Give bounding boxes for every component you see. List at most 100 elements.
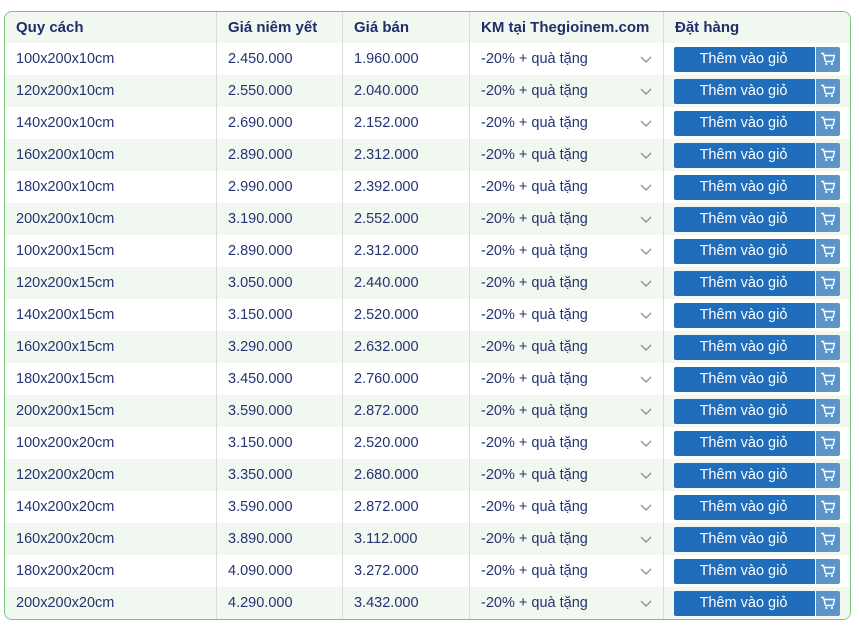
add-to-cart-label: Thêm vào giỏ [674,302,815,328]
order-cell: Thêm vào giỏ [664,203,850,235]
promo-dropdown[interactable]: -20% + quà tặng [481,299,663,331]
promo-dropdown[interactable]: -20% + quà tặng [481,491,663,523]
promo-cell: -20% + quà tặng [470,171,664,203]
chevron-down-icon [639,532,653,546]
add-to-cart-button[interactable]: Thêm vào giỏ [674,494,840,520]
add-to-cart-button[interactable]: Thêm vào giỏ [674,302,840,328]
list-price-cell: 3.150.000 [217,427,343,459]
cart-icon [815,558,840,584]
size-cell: 120x200x20cm [5,459,217,491]
cart-icon [815,110,840,136]
sale-price-cell: 2.152.000 [343,107,470,139]
list-price-cell: 3.590.000 [217,395,343,427]
promo-cell: -20% + quà tặng [470,139,664,171]
header-sale-price: Giá bán [343,12,470,43]
order-cell: Thêm vào giỏ [664,363,850,395]
add-to-cart-button[interactable]: Thêm vào giỏ [674,334,840,360]
promo-dropdown[interactable]: -20% + quà tặng [481,427,663,459]
add-to-cart-button[interactable]: Thêm vào giỏ [674,110,840,136]
sale-price-cell: 2.680.000 [343,459,470,491]
cart-icon [815,238,840,264]
promo-dropdown[interactable]: -20% + quà tặng [481,331,663,363]
list-price-cell: 2.890.000 [217,139,343,171]
sale-price-cell: 2.760.000 [343,363,470,395]
sale-price-cell: 2.872.000 [343,395,470,427]
header-order: Đặt hàng [675,19,740,36]
chevron-down-icon [639,84,653,98]
list-price-cell: 3.190.000 [217,203,343,235]
list-price-cell: 4.090.000 [217,555,343,587]
promo-dropdown[interactable]: -20% + quà tặng [481,395,663,427]
promo-dropdown[interactable]: -20% + quà tặng [481,523,663,555]
add-to-cart-button[interactable]: Thêm vào giỏ [674,430,840,456]
price-table: Quy cách Giá niêm yết Giá bán KM tại The… [4,11,851,620]
table-row: 100x200x20cm 3.150.000 2.520.000 -20% + quà… [5,427,850,459]
promo-dropdown[interactable]: -20% + quà tặng [481,203,663,235]
size-cell: 120x200x15cm [5,267,217,299]
add-to-cart-button[interactable]: Thêm vào giỏ [674,206,840,232]
promo-dropdown[interactable]: -20% + quà tặng [481,107,663,139]
chevron-down-icon [639,564,653,578]
cart-icon [815,430,840,456]
list-price-cell: 3.350.000 [217,459,343,491]
size-cell: 140x200x20cm [5,491,217,523]
list-price-cell: 2.990.000 [217,171,343,203]
promo-dropdown[interactable]: -20% + quà tặng [481,43,663,75]
promo-label: -20% + quà tặng [481,563,588,579]
table-row: 120x200x20cm 3.350.000 2.680.000 -20% + quà… [5,459,850,491]
promo-dropdown[interactable]: -20% + quà tặng [481,267,663,299]
table-row: 200x200x20cm 4.290.000 3.432.000 -20% + quà… [5,587,850,619]
table-row: 140x200x10cm 2.690.000 2.152.000 -20% + quà… [5,107,850,139]
list-price-cell: 3.150.000 [217,299,343,331]
order-cell: Thêm vào giỏ [664,427,850,459]
table-row: 180x200x10cm 2.990.000 2.392.000 -20% + quà… [5,171,850,203]
add-to-cart-button[interactable]: Thêm vào giỏ [674,398,840,424]
sale-price-cell: 2.520.000 [343,299,470,331]
add-to-cart-button[interactable]: Thêm vào giỏ [674,78,840,104]
sale-price-cell: 1.960.000 [343,43,470,75]
add-to-cart-label: Thêm vào giỏ [674,398,815,424]
cart-icon [815,398,840,424]
chevron-down-icon [639,52,653,66]
add-to-cart-button[interactable]: Thêm vào giỏ [674,558,840,584]
promo-dropdown[interactable]: -20% + quà tặng [481,235,663,267]
add-to-cart-button[interactable]: Thêm vào giỏ [674,174,840,200]
table-row: 200x200x10cm 3.190.000 2.552.000 -20% + quà… [5,203,850,235]
promo-label: -20% + quà tặng [481,403,588,419]
add-to-cart-button[interactable]: Thêm vào giỏ [674,238,840,264]
add-to-cart-button[interactable]: Thêm vào giỏ [674,46,840,72]
add-to-cart-label: Thêm vào giỏ [674,238,815,264]
cart-icon [815,366,840,392]
promo-dropdown[interactable]: -20% + quà tặng [481,139,663,171]
add-to-cart-button[interactable]: Thêm vào giỏ [674,366,840,392]
promo-dropdown[interactable]: -20% + quà tặng [481,363,663,395]
add-to-cart-button[interactable]: Thêm vào giỏ [674,526,840,552]
add-to-cart-label: Thêm vào giỏ [674,142,815,168]
order-cell: Thêm vào giỏ [664,75,850,107]
chevron-down-icon [639,276,653,290]
promo-dropdown[interactable]: -20% + quà tặng [481,75,663,107]
promo-cell: -20% + quà tặng [470,427,664,459]
promo-dropdown[interactable]: -20% + quà tặng [481,555,663,587]
cart-icon [815,302,840,328]
promo-dropdown[interactable]: -20% + quà tặng [481,459,663,491]
promo-cell: -20% + quà tặng [470,491,664,523]
promo-label: -20% + quà tặng [481,115,588,131]
size-cell: 100x200x20cm [5,427,217,459]
add-to-cart-button[interactable]: Thêm vào giỏ [674,270,840,296]
promo-label: -20% + quà tặng [481,83,588,99]
promo-cell: -20% + quà tặng [470,523,664,555]
promo-dropdown[interactable]: -20% + quà tặng [481,587,663,619]
promo-cell: -20% + quà tặng [470,235,664,267]
chevron-down-icon [639,148,653,162]
promo-dropdown[interactable]: -20% + quà tặng [481,171,663,203]
add-to-cart-button[interactable]: Thêm vào giỏ [674,142,840,168]
add-to-cart-button[interactable]: Thêm vào giỏ [674,462,840,488]
add-to-cart-button[interactable]: Thêm vào giỏ [674,590,840,616]
table-row: 160x200x15cm 3.290.000 2.632.000 -20% + quà… [5,331,850,363]
add-to-cart-label: Thêm vào giỏ [674,366,815,392]
add-to-cart-label: Thêm vào giỏ [674,110,815,136]
promo-label: -20% + quà tặng [481,275,588,291]
size-cell: 180x200x10cm [5,171,217,203]
table-row: 120x200x15cm 3.050.000 2.440.000 -20% + quà… [5,267,850,299]
